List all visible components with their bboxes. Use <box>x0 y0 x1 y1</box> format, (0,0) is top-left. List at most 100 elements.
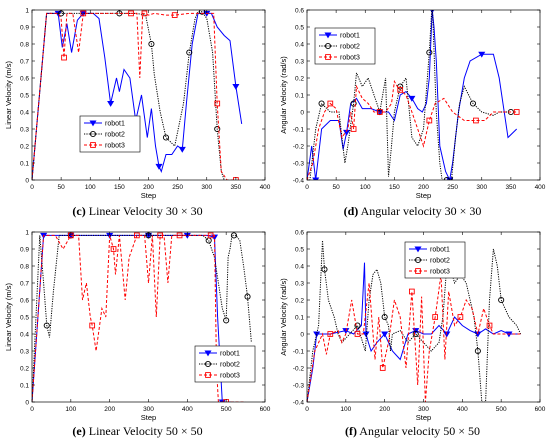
y-axis-label: Linear Velocity (m/s) <box>4 283 13 351</box>
legend-entry-robot3: robot3 <box>430 269 450 276</box>
series-robot2-marker <box>162 134 170 141</box>
y-tick-label: 0.6 <box>20 297 29 304</box>
series-robot1-marker <box>313 331 321 338</box>
panel-f: 0 100 200 300 400 500 600 -0.4 -0.3 -0.2 -0.1 0 0.1 0… <box>275 222 550 422</box>
y-tick-label: 0.5 <box>20 314 29 321</box>
caption-text: Linear Velocity 50 × 50 <box>88 424 203 438</box>
legend-robot2-marker <box>414 256 422 264</box>
y-tick-label: 0 <box>25 399 29 406</box>
series-line-robot3 <box>307 79 517 180</box>
caption-letter: (c) <box>72 204 86 218</box>
y-axis-label: Linear Velocity (m/s) <box>4 61 13 129</box>
x-tick-label: 200 <box>379 406 390 413</box>
x-tick-label: 150 <box>389 184 400 191</box>
x-tick-label: 600 <box>535 406 546 413</box>
legend-entry-robot2: robot2 <box>220 362 240 369</box>
series-robot3-marker <box>133 232 140 239</box>
x-tick-label: 400 <box>182 406 193 413</box>
series-line-robot2 <box>32 234 252 402</box>
y-tick-label: 0.4 <box>295 263 304 270</box>
series-robot3-marker <box>397 87 404 93</box>
y-tick-label: 0.8 <box>20 263 29 270</box>
series-robot1-marker <box>155 163 163 170</box>
y-tick-label: 0.3 <box>295 58 304 65</box>
y-tick-label: 0.6 <box>295 229 304 236</box>
x-tick-label: 50 <box>333 184 341 191</box>
legend: robot1 robot2 robot3 <box>314 27 376 65</box>
series-robot3-marker <box>327 100 334 107</box>
y-tick-label: 0.1 <box>295 92 304 99</box>
x-tick-label: 100 <box>360 184 371 191</box>
series-line-robot3 <box>307 274 521 402</box>
series-robot3-marker <box>426 117 433 124</box>
series-robot1-marker <box>107 101 115 107</box>
x-tick-label: 100 <box>65 406 76 413</box>
legend-robot3-marker <box>90 142 96 148</box>
y-tick-label: 0.5 <box>295 24 304 31</box>
x-tick-label: 0 <box>30 184 34 191</box>
x-tick-label: 200 <box>418 184 429 191</box>
caption-d: (d) Angular velocity 30 × 30 <box>275 204 550 219</box>
x-tick-label: 400 <box>457 406 468 413</box>
y-tick-label: -0.1 <box>293 126 305 133</box>
series-robot2-marker <box>214 125 221 133</box>
x-tick-label: 150 <box>114 184 125 191</box>
series-robot3-marker <box>486 322 493 329</box>
series-group <box>307 10 520 180</box>
y-tick-label: 0.4 <box>295 41 304 48</box>
series-robot3-marker <box>61 54 67 61</box>
series-robot2-marker <box>186 49 193 56</box>
x-tick-label: 300 <box>476 184 487 191</box>
y-axis-label: Angular Velocity (rad/s) <box>279 56 288 134</box>
y-axis-label: Angular Velocity (rad/s) <box>279 278 288 356</box>
y-tick-label: -0.4 <box>293 399 305 406</box>
legend-entry-robot2: robot2 <box>430 258 450 265</box>
x-tick-label: 0 <box>305 406 309 413</box>
series-robot3-marker <box>376 109 383 115</box>
x-axis-label: Step <box>416 191 431 200</box>
x-tick-label: 50 <box>58 184 66 191</box>
y-tick-label: 0.3 <box>20 126 29 133</box>
x-tick-label: 100 <box>340 406 351 413</box>
series-robot3-marker <box>350 126 357 132</box>
legend-robot2-marker <box>89 130 97 138</box>
series-robot2-marker <box>350 100 357 107</box>
y-tick-label: 0.9 <box>20 24 29 31</box>
series-robot2-marker <box>230 232 237 239</box>
series-robot2-marker <box>498 296 505 304</box>
caption-text: Linear Velocity 30 × 30 <box>88 204 203 218</box>
series-robot2-marker <box>469 100 477 107</box>
x-tick-label: 300 <box>143 406 154 413</box>
series-robot2-marker <box>354 322 361 329</box>
series-robot3-marker <box>128 10 134 17</box>
legend-entry-robot3: robot3 <box>340 55 360 62</box>
caption-text: Angular velocity 30 × 30 <box>360 204 482 218</box>
legend: robot1 robot2 robot3 <box>404 241 466 279</box>
legend-robot1-marker <box>204 350 212 357</box>
y-tick-label: 0.2 <box>295 75 304 82</box>
x-tick-label: 300 <box>201 184 212 191</box>
series-group <box>307 240 522 402</box>
y-tick-label: 0.7 <box>20 280 29 287</box>
caption-e: (e) Linear Velocity 50 × 50 <box>0 424 275 439</box>
series-robot3-marker <box>214 100 221 107</box>
series-group <box>32 232 252 402</box>
chart-linear-velocity-30: 0 50 100 150 200 250 300 350 400 0 0.1 0.2 0.3 0.4 0.5… <box>4 7 271 200</box>
series-line-robot3 <box>32 12 236 180</box>
x-tick-label: 0 <box>30 406 34 413</box>
x-tick-label: 400 <box>260 184 271 191</box>
y-tick-label: 0.1 <box>295 314 304 321</box>
series-line-robot1 <box>307 10 518 180</box>
series-line-robot3 <box>32 234 246 402</box>
series-robot3-marker <box>141 10 148 17</box>
series-robot1-marker <box>381 331 389 338</box>
panel-e: 0 100 200 300 400 500 600 0 0.1 0.2 0.3 0.4 0.5 0.6 0.… <box>0 222 275 422</box>
legend: robot1 robot2 robot3 <box>194 345 256 383</box>
y-tick-label: -0.1 <box>293 348 305 355</box>
series-robot3-marker <box>408 288 415 295</box>
legend-robot2-marker <box>204 360 212 368</box>
series-line-robot2 <box>307 240 522 402</box>
series-robot2-marker <box>43 322 50 329</box>
chart-angular-velocity-30: 0 50 100 150 200 250 300 350 400 -0.4 -0.3 -0.2 -0.1… <box>279 7 546 200</box>
caption-letter: (f) <box>344 424 357 438</box>
